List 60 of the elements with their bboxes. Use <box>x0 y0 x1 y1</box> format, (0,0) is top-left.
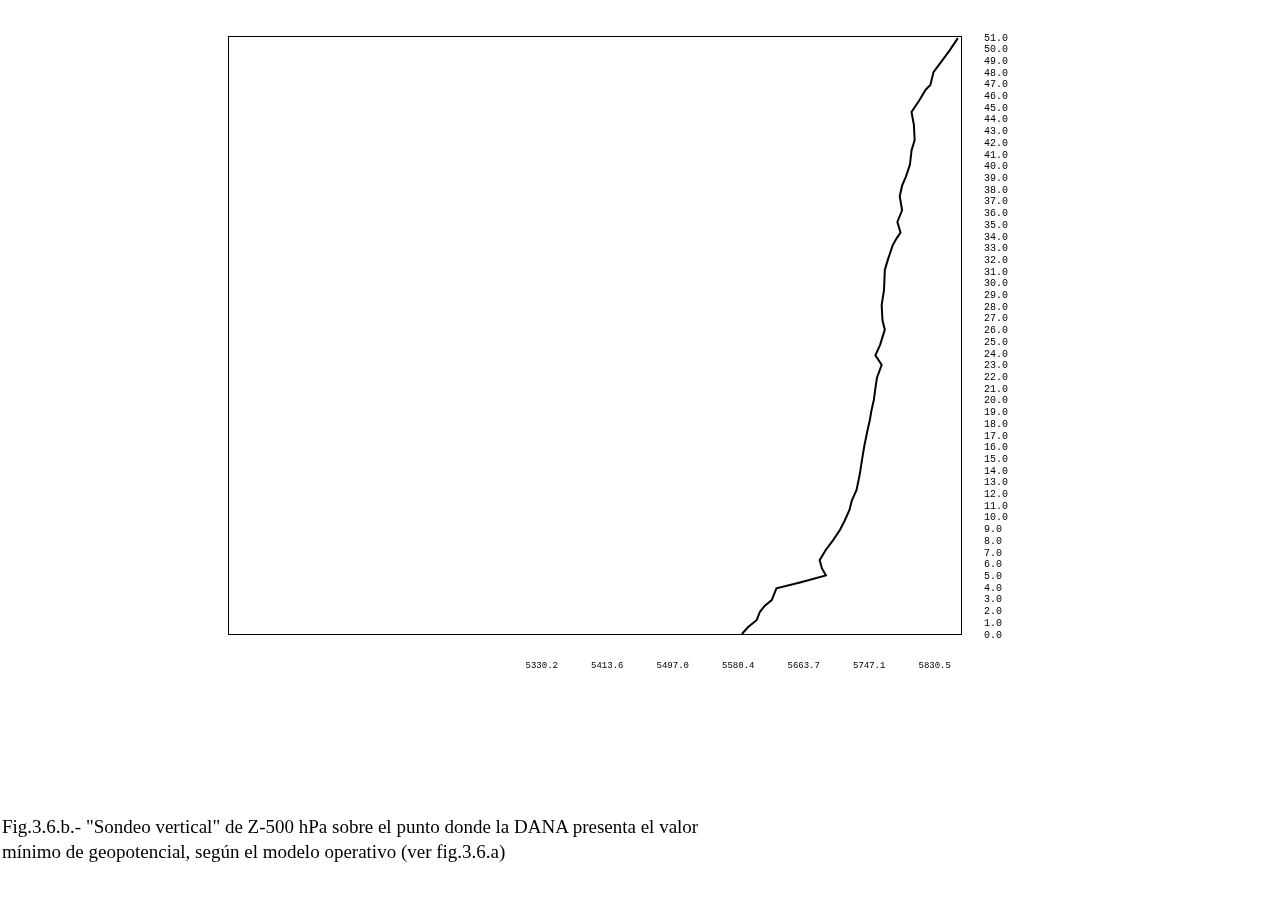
y-tick-label: 46.0 <box>984 91 1009 103</box>
y-tick-label: 34.0 <box>984 231 1009 243</box>
y-tick-label: 26.0 <box>984 325 1009 337</box>
y-tick-label: 37.0 <box>984 196 1009 208</box>
y-tick-label: 6.0 <box>984 559 1003 571</box>
y-tick-label: 43.0 <box>984 126 1009 138</box>
y-tick-label: 50.0 <box>984 44 1009 56</box>
y-tick-label: 41.0 <box>984 149 1009 161</box>
y-tick-label: 27.0 <box>984 313 1009 325</box>
y-tick-label: 23.0 <box>984 360 1009 372</box>
y-tick-label: 29.0 <box>984 290 1009 302</box>
y-tick-label: 20.0 <box>984 395 1009 407</box>
y-tick-label: 4.0 <box>984 582 1003 594</box>
y-tick-label: 40.0 <box>984 161 1009 173</box>
y-tick-label: 31.0 <box>984 266 1009 278</box>
y-tick-label: 18.0 <box>984 418 1009 430</box>
y-tick-label: 17.0 <box>984 430 1009 442</box>
y-tick-label: 47.0 <box>984 79 1009 91</box>
y-tick-label: 3.0 <box>984 594 1003 606</box>
x-tick-label: 5413.6 <box>591 660 624 671</box>
y-tick-label: 28.0 <box>984 301 1009 313</box>
y-tick-label: 36.0 <box>984 208 1009 220</box>
y-tick-label: 25.0 <box>984 336 1009 348</box>
y-tick-label: 51.0 <box>984 32 1009 44</box>
y-tick-label: 30.0 <box>984 278 1009 290</box>
y-tick-label: 15.0 <box>984 453 1009 465</box>
y-tick-label: 13.0 <box>984 477 1009 489</box>
y-tick-label: 2.0 <box>984 606 1003 618</box>
y-tick-label: 9.0 <box>984 524 1003 536</box>
y-tick-label: 42.0 <box>984 137 1009 149</box>
y-tick-label: 39.0 <box>984 172 1009 184</box>
y-tick-label: 16.0 <box>984 442 1009 454</box>
caption: Fig.3.6.b.- "Sondeo vertical" de Z-500 hPa sobre el punto donde la DANA presenta el valor mínimo de geopotencial, según el modelo operativo (ver fig.3.6.a) <box>2 816 699 863</box>
x-tick-label: 5830.5 <box>918 660 951 671</box>
x-tick-label: 5330.2 <box>525 660 558 671</box>
x-tick-label: 5663.7 <box>787 660 820 671</box>
y-tick-label: 24.0 <box>984 348 1009 360</box>
y-tick-label: 38.0 <box>984 184 1009 196</box>
y-tick-label: 11.0 <box>984 500 1009 512</box>
y-tick-label: 33.0 <box>984 243 1009 255</box>
y-tick-label: 12.0 <box>984 489 1009 501</box>
y-tick-label: 19.0 <box>984 407 1009 419</box>
y-tick-label: 14.0 <box>984 465 1009 477</box>
y-tick-label: 0.0 <box>984 629 1003 641</box>
y-tick-label: 8.0 <box>984 535 1003 547</box>
y-tick-label: 45.0 <box>984 102 1009 114</box>
y-tick-label: 49.0 <box>984 55 1009 67</box>
y-tick-label: 22.0 <box>984 371 1009 383</box>
y-tick-label: 44.0 <box>984 114 1009 126</box>
y-tick-label: 48.0 <box>984 67 1009 79</box>
x-tick-label: 5747.1 <box>852 660 886 671</box>
y-tick-label: 21.0 <box>984 383 1009 395</box>
y-tick-label: 32.0 <box>984 254 1009 266</box>
y-tick-label: 1.0 <box>984 617 1003 629</box>
y-tick-label: 7.0 <box>984 547 1003 559</box>
y-tick-label: 35.0 <box>984 219 1009 231</box>
y-tick-label: 10.0 <box>984 512 1009 524</box>
x-tick-label: 5580.4 <box>722 660 755 671</box>
x-tick-label: 5497.0 <box>656 660 689 671</box>
y-tick-label: 5.0 <box>984 570 1003 582</box>
